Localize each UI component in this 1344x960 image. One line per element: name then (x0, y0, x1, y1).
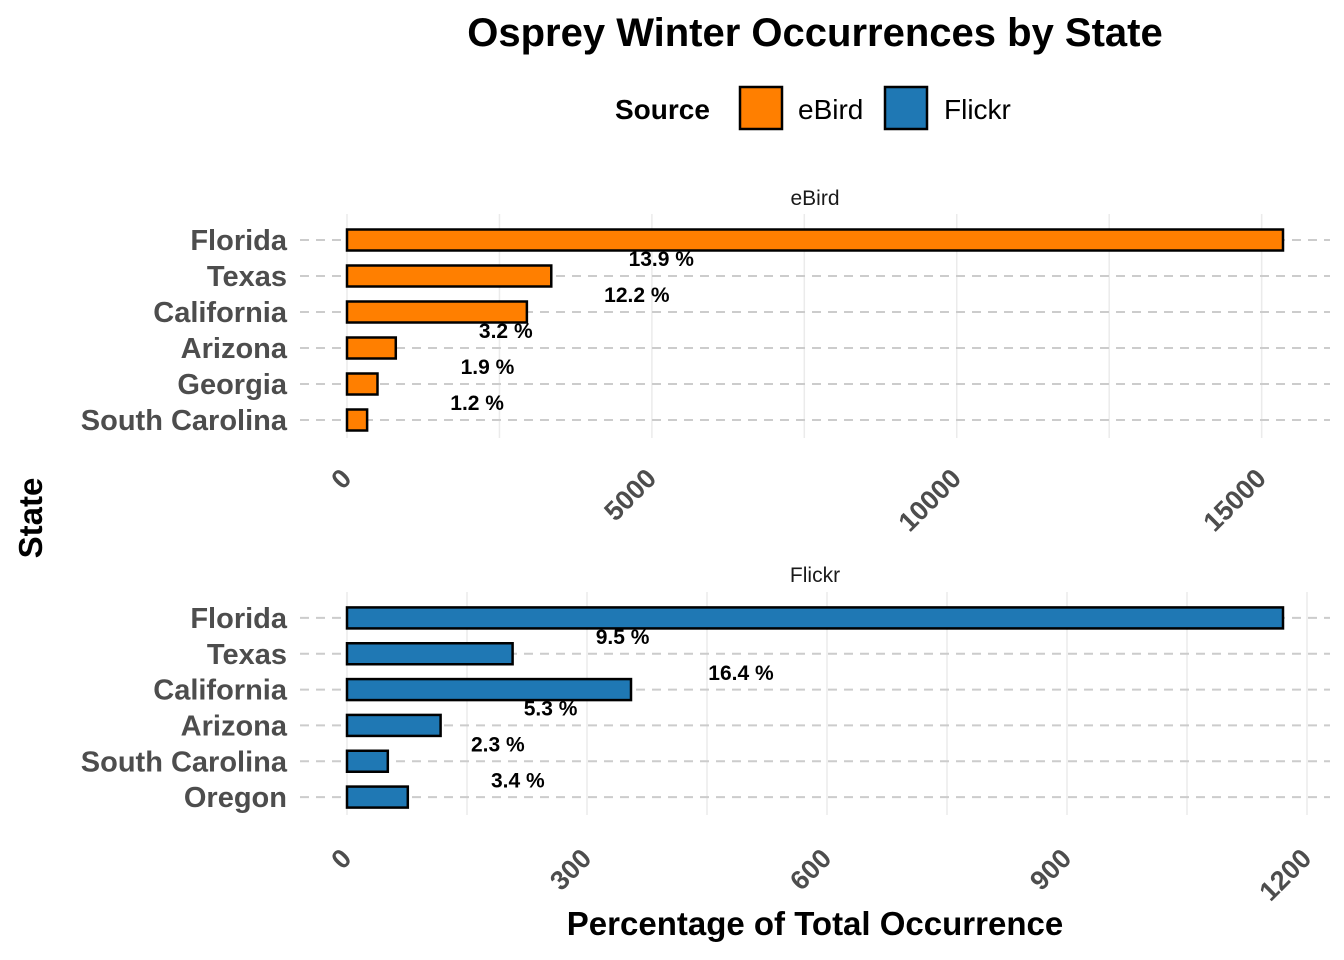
category-label: Florida (190, 225, 288, 257)
legend: Source eBird Flickr (615, 85, 1011, 131)
bar (345, 677, 633, 702)
x-tick-label: 15000 (1198, 463, 1272, 537)
legend-swatch-flickr (883, 85, 929, 131)
category-label: Georgia (177, 369, 287, 401)
x-tick-label: 1200 (1254, 843, 1318, 907)
data-label: 9.5 % (596, 626, 650, 649)
panel-ebird: eBird Florida Texas California Arizona Georgi… (81, 187, 1330, 537)
legend-label-ebird: eBird (798, 94, 863, 125)
bar (345, 264, 553, 288)
data-label: 3.4 % (491, 769, 545, 792)
category-label: South Carolina (81, 405, 288, 437)
category-label: Florida (190, 603, 288, 635)
y-axis-title: State (12, 478, 49, 559)
panel-strip-label: Flickr (790, 564, 840, 587)
category-label: Oregon (184, 782, 287, 814)
category-label: Texas (207, 639, 287, 671)
category-label: California (153, 297, 288, 329)
bar (345, 336, 398, 360)
data-label: 16.4 % (708, 662, 774, 685)
legend-swatch-ebird (738, 85, 784, 131)
chart-panels: eBirdFloridaTexasCaliforniaArizonaGeorgi… (81, 187, 1330, 907)
legend-title: Source (615, 94, 710, 125)
x-tick-label: 10000 (893, 463, 967, 537)
chart-title: Osprey Winter Occurrences by State (467, 11, 1162, 55)
bar (345, 642, 514, 666)
x-tick-label: 900 (1024, 843, 1077, 896)
x-axis-title: Percentage of Total Occurrence (567, 905, 1063, 942)
data-label: 1.2 % (450, 392, 504, 415)
bar (345, 785, 410, 809)
x-tick-label: 300 (544, 843, 597, 896)
x-tick-label: 0 (325, 463, 357, 495)
data-label: 3.2 % (479, 320, 533, 343)
x-tick-label: 0 (325, 843, 357, 875)
bar (345, 300, 529, 324)
data-label: 1.9 % (461, 356, 515, 379)
x-tick-label: 5000 (598, 463, 662, 527)
category-label: Texas (207, 261, 287, 293)
bar (345, 606, 1285, 630)
bar (345, 372, 379, 396)
category-label: Arizona (181, 710, 288, 742)
legend-label-flickr: Flickr (944, 94, 1011, 125)
bar (345, 749, 390, 773)
panel-strip-label: eBird (790, 187, 839, 210)
category-label: South Carolina (81, 746, 288, 778)
data-label: 13.9 % (629, 248, 695, 271)
bar (345, 228, 1285, 252)
data-label: 12.2 % (604, 284, 670, 307)
category-label: California (153, 675, 288, 707)
data-label: 2.3 % (471, 733, 525, 756)
data-label: 5.3 % (524, 698, 578, 721)
x-tick-label: 600 (784, 843, 837, 896)
bar (345, 408, 369, 432)
bar (345, 713, 442, 738)
category-label: Arizona (181, 333, 288, 365)
